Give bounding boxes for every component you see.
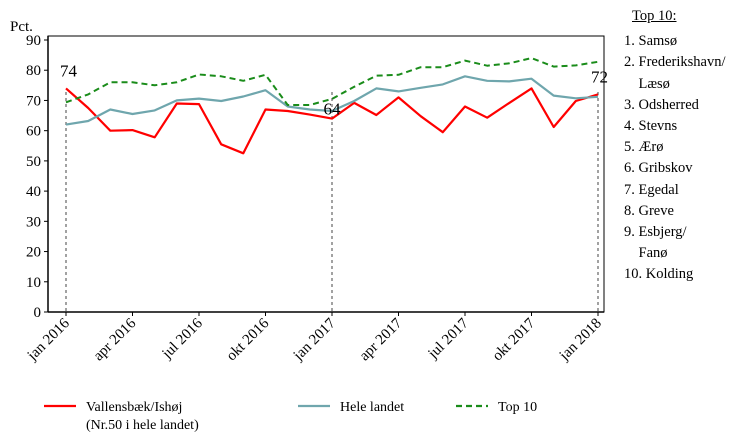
y-tick-label: 50 (26, 154, 41, 170)
y-tick-label: 40 (26, 184, 41, 200)
top10-item: 9. Esbjerg/ (624, 224, 687, 241)
plot-frame (47, 35, 605, 313)
top10-item: 7. Egedal (624, 181, 679, 198)
top10-item: 1. Samsø (624, 33, 678, 50)
legend-label-0: Vallensbæk/Ishøj (86, 400, 182, 415)
top10-item: 5. Ærø (624, 139, 664, 156)
line-chart: Pct. 0 10 20 30 40 50 60 70 80 90 jan 2016 apr 2016… (10, 19, 608, 433)
top10-item: 3. Odsherred (624, 96, 699, 113)
y-tick-label: 30 (26, 214, 41, 230)
x-tick-label: jan 2017 (290, 315, 339, 364)
top10-item: 8. Greve (624, 202, 674, 219)
x-tick-label: okt 2017 (490, 315, 539, 364)
x-tick-label: apr 2016 (91, 315, 140, 364)
top10-item: Læsø (624, 75, 670, 92)
top10-list: Top 10: 1. Samsø 2. Frederikshavn/ Læsø 3.… (624, 6, 746, 286)
y-axis-label: Pct. (10, 19, 33, 35)
top10-item: 4. Stevns (624, 118, 678, 135)
x-tick-label: jan 2016 (24, 315, 73, 364)
x-tick-label: okt 2016 (224, 315, 273, 364)
y-tick-label: 70 (26, 93, 41, 109)
data-annotation: 64 (324, 100, 342, 119)
top10-items: 1. Samsø 2. Frederikshavn/ Læsø 3. Odsherr… (624, 31, 746, 285)
x-tick-label: jul 2017 (425, 315, 472, 362)
data-annotation: 74 (60, 61, 78, 80)
y-tick-label: 10 (26, 275, 41, 291)
x-tick-label: jul 2016 (159, 315, 206, 362)
series-line-0 (65, 87, 599, 155)
x-tick-label: apr 2017 (357, 315, 406, 364)
top10-item: 2. Frederikshavn/ (624, 54, 726, 71)
series-lines (65, 57, 599, 155)
series-line-1 (65, 75, 599, 126)
top10-title: Top 10: (632, 8, 677, 24)
legend-sublabel-0: (Nr.50 i hele landet) (86, 418, 199, 433)
y-tick-label: 90 (26, 33, 41, 49)
annotations: 74 64 72 (60, 61, 608, 118)
data-annotation: 72 (591, 67, 608, 86)
top10-item: Fanø (624, 245, 668, 262)
top10-item: 6. Gribskov (624, 160, 693, 177)
legend-label-1: Hele landet (340, 400, 404, 415)
y-tick-label: 80 (26, 63, 41, 79)
legend: Vallensbæk/Ishøj (Nr.50 i hele landet) Hel… (44, 400, 537, 433)
top10-item: 10. Kolding (624, 266, 694, 283)
series-line-2 (65, 57, 599, 106)
axes: 0 10 20 30 40 50 60 70 80 90 jan 2016 apr 2016 jul 2… (24, 33, 605, 364)
y-tick-label: 20 (26, 245, 41, 261)
x-tick-label: jan 2018 (556, 316, 605, 365)
y-tick-label: 0 (34, 305, 42, 321)
y-tick-label: 60 (26, 124, 41, 140)
legend-label-2: Top 10 (498, 400, 537, 415)
reference-lines (65, 92, 599, 312)
